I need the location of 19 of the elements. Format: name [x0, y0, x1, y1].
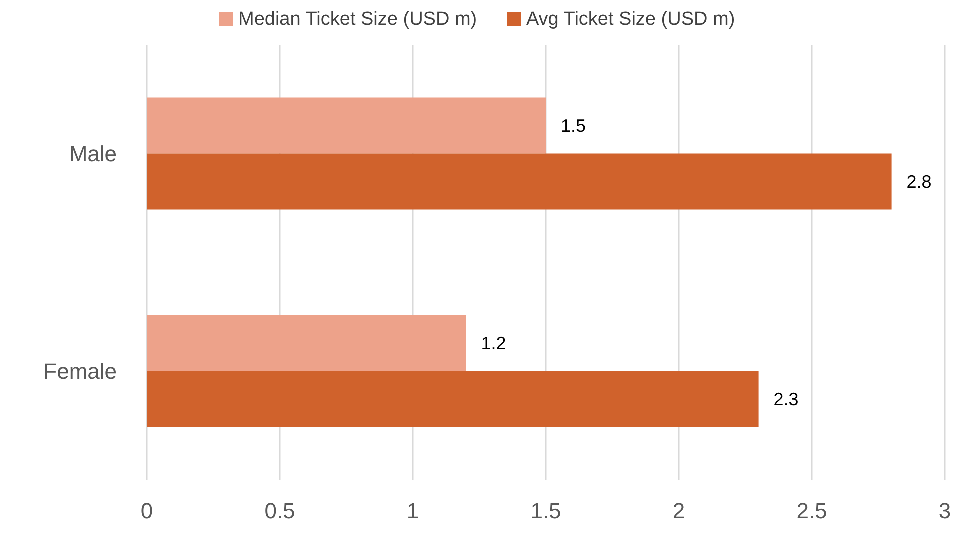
data-label: 2.3: [774, 389, 799, 410]
x-tick-label: 1.5: [530, 498, 562, 524]
legend-label: Avg Ticket Size (USD m): [526, 9, 736, 30]
data-label: 1.2: [481, 333, 506, 354]
data-label: 1.5: [561, 116, 586, 136]
bar: [147, 98, 546, 154]
data-label: 2.8: [906, 172, 932, 192]
x-tick-label: 0.5: [264, 498, 296, 524]
y-tick-label: Male: [69, 141, 117, 166]
x-tick-label: 3: [938, 498, 952, 524]
legend-label: Median Ticket Size (USD m): [238, 9, 478, 30]
bar: [147, 371, 759, 428]
x-tick-label: 0: [140, 498, 154, 524]
bar: [147, 315, 466, 372]
y-tick-label: Female: [44, 358, 117, 384]
bar: [147, 154, 892, 210]
x-tick-label: 2.5: [796, 498, 828, 524]
x-tick-label: 2: [672, 498, 686, 524]
x-tick-label: 1: [406, 498, 420, 524]
